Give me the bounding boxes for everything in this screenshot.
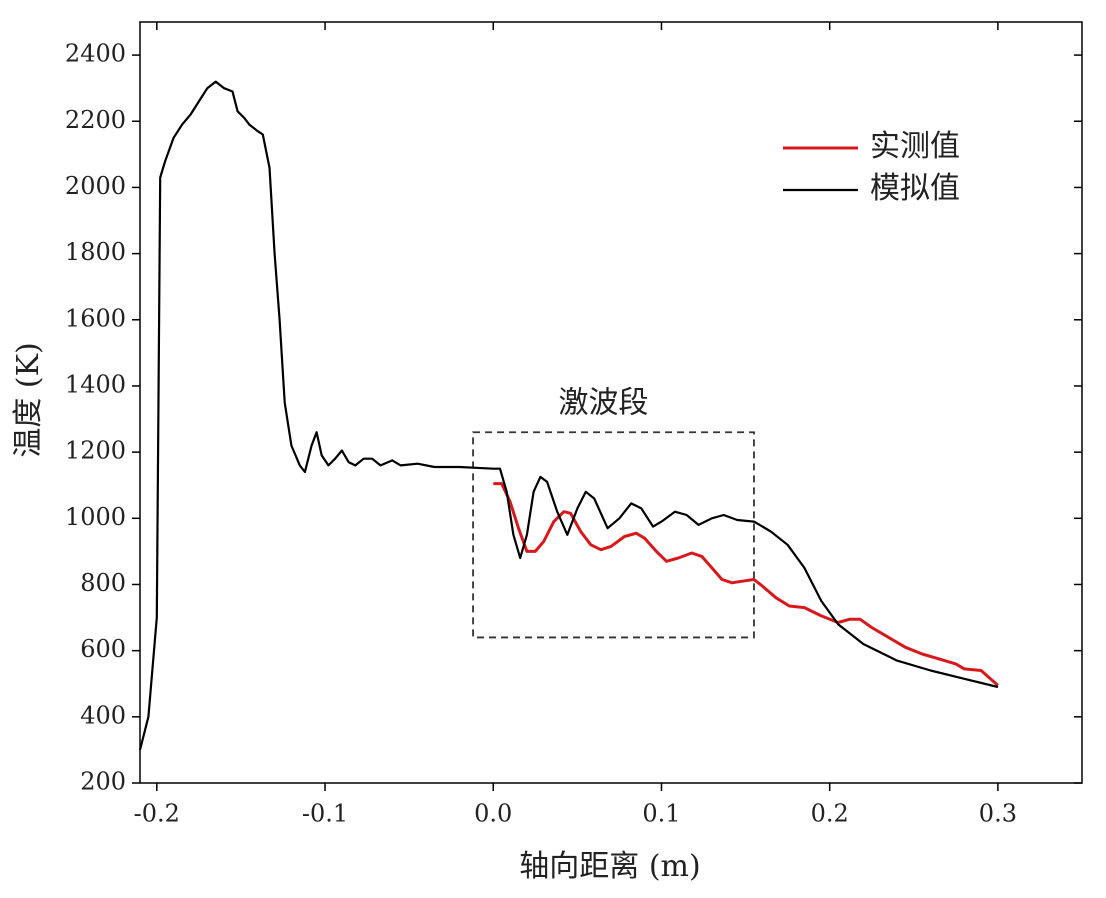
y-tick-label: 1000 <box>65 503 126 531</box>
x-axis-label: 轴向距离 (m) <box>519 849 700 884</box>
x-tick-label: 0.0 <box>474 800 512 828</box>
series-line <box>493 482 999 687</box>
y-tick-label: 2400 <box>65 40 126 68</box>
y-tick-label: 2000 <box>65 172 126 200</box>
y-tick-label: 1600 <box>65 304 126 332</box>
y-tick-label: 200 <box>80 768 126 796</box>
annotation-box <box>472 431 755 639</box>
y-tick-label: 1800 <box>65 238 126 266</box>
y-axis-label: 温度 (K) <box>11 342 46 457</box>
x-tick-label: 0.1 <box>642 800 680 828</box>
y-tick-label: 400 <box>80 701 126 729</box>
plot-frame <box>139 21 1083 784</box>
y-tick-label: 2200 <box>65 106 126 134</box>
y-tick-label: 600 <box>80 635 126 663</box>
legend-label: 实测值 <box>870 129 960 164</box>
x-tick-label: -0.2 <box>134 800 180 828</box>
x-tick-label: -0.1 <box>302 800 348 828</box>
x-tick-label: 0.3 <box>979 800 1017 828</box>
annotation-text: 激波段 <box>559 385 649 420</box>
x-tick-label: 0.2 <box>811 800 849 828</box>
y-tick-label: 1200 <box>65 437 126 465</box>
y-tick-label: 800 <box>80 569 126 597</box>
y-tick-label: 1400 <box>65 370 126 398</box>
series-line <box>138 80 999 751</box>
legend-label: 模拟值 <box>870 171 960 206</box>
